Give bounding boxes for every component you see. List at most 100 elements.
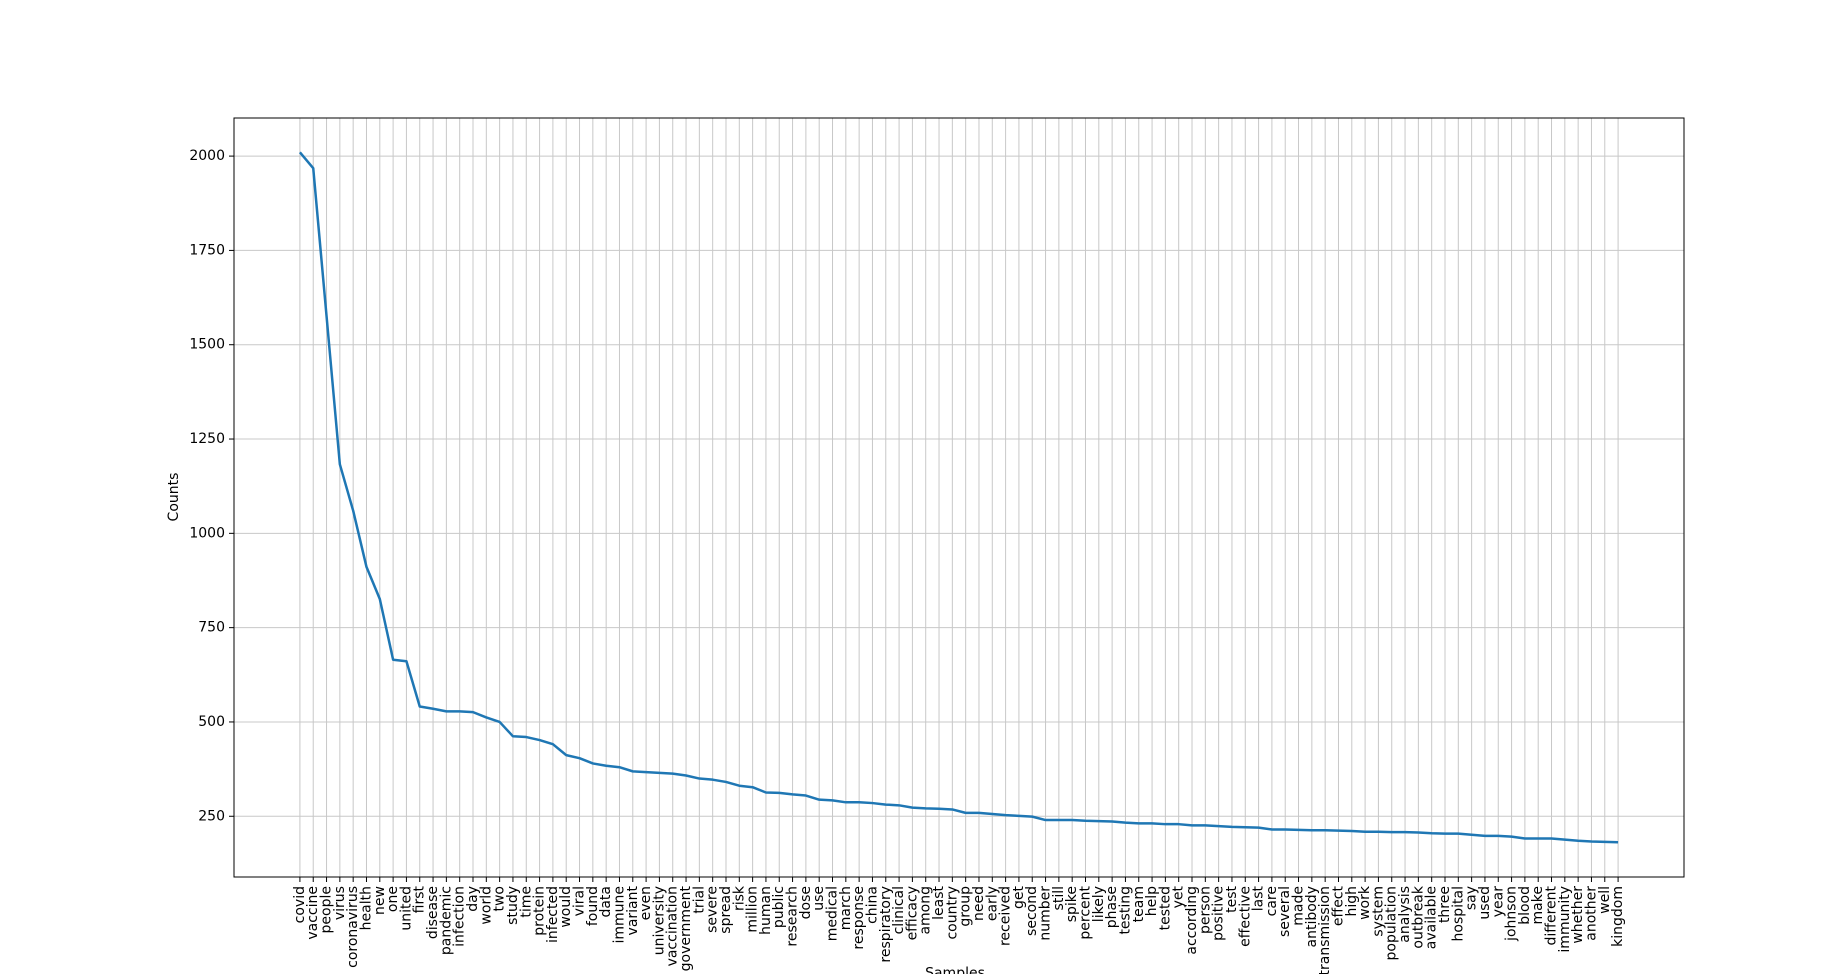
x-tick-label: disease xyxy=(425,886,441,939)
x-tick-label: infected xyxy=(545,886,561,943)
x-tick-label: used xyxy=(1477,886,1493,920)
x-tick-label: use xyxy=(811,886,827,911)
x-tick-label: united xyxy=(398,886,414,931)
x-tick-label: get xyxy=(1011,886,1027,910)
x-tick-label: made xyxy=(1291,886,1307,926)
x-tick-label: among xyxy=(918,886,934,935)
x-axis-label: Samples xyxy=(925,966,985,974)
x-tick-label: day xyxy=(465,886,481,912)
x-tick-label: public xyxy=(771,886,787,928)
x-tick-label: first xyxy=(412,885,428,913)
x-tick-label: would xyxy=(558,886,574,928)
x-tick-label: group xyxy=(958,886,974,927)
x-tick-label: year xyxy=(1490,886,1506,917)
x-tick-label: say xyxy=(1464,886,1480,910)
x-tick-label: person xyxy=(1197,886,1213,934)
x-tick-label: severe xyxy=(705,886,721,933)
x-tick-label: people xyxy=(319,886,335,933)
x-tick-label: effective xyxy=(1237,886,1253,947)
x-tick-label: another xyxy=(1583,886,1599,941)
x-tick-label: three xyxy=(1437,886,1453,923)
y-tick-label: 1250 xyxy=(189,431,225,447)
y-tick-label: 1750 xyxy=(189,242,225,258)
x-tick-label: spike xyxy=(1064,886,1080,922)
x-tick-label: medical xyxy=(825,886,841,941)
x-tick-label: blood xyxy=(1517,886,1533,925)
x-tick-label: coronavirus xyxy=(345,886,361,968)
x-tick-label: effect xyxy=(1330,885,1346,926)
x-tick-label: outbreak xyxy=(1410,885,1426,948)
x-tick-label: testing xyxy=(1117,886,1133,935)
x-tick-label: university xyxy=(651,886,667,955)
y-axis-label: Counts xyxy=(166,473,182,522)
x-tick-label: covid xyxy=(292,886,308,923)
x-tick-label: according xyxy=(1184,886,1200,955)
x-tick-label: world xyxy=(478,886,494,925)
y-tick-label: 1000 xyxy=(189,525,225,541)
x-tick-label: efficacy xyxy=(904,886,920,940)
x-tick-label: second xyxy=(1024,886,1040,936)
x-tick-label: yet xyxy=(1171,885,1187,908)
x-tick-label: one xyxy=(385,886,401,912)
x-tick-label: response xyxy=(851,886,867,950)
x-tick-label: analysis xyxy=(1397,886,1413,943)
x-tick-label: johnson xyxy=(1504,886,1520,942)
x-tick-label: march xyxy=(838,886,854,930)
x-tick-label: even xyxy=(638,886,654,920)
x-tick-label: clinical xyxy=(891,886,907,934)
x-tick-label: least xyxy=(931,885,947,919)
x-tick-label: respiratory xyxy=(878,886,894,963)
x-tick-label: kingdom xyxy=(1610,886,1626,947)
x-tick-label: early xyxy=(984,886,1000,921)
x-tick-label: system xyxy=(1370,886,1386,937)
x-tick-label: immune xyxy=(611,886,627,944)
x-tick-label: received xyxy=(998,886,1014,946)
x-tick-label: whether xyxy=(1570,886,1586,944)
x-tick-label: percent xyxy=(1077,885,1093,939)
x-tick-label: hospital xyxy=(1450,886,1466,941)
y-tick-label: 500 xyxy=(198,714,225,730)
x-tick-label: new xyxy=(372,886,388,915)
x-tick-label: human xyxy=(758,886,774,935)
x-tick-label: help xyxy=(1144,886,1160,916)
x-tick-label: positive xyxy=(1211,886,1227,941)
x-tick-label: high xyxy=(1344,886,1360,917)
x-tick-label: available xyxy=(1424,886,1440,949)
x-tick-label: variant xyxy=(625,885,641,935)
x-tick-label: different xyxy=(1544,885,1560,945)
x-tick-label: study xyxy=(505,886,521,925)
data-line xyxy=(298,151,1619,844)
x-tick-label: two xyxy=(492,886,508,912)
x-tick-label: well xyxy=(1597,886,1613,914)
y-tick-label: 1500 xyxy=(189,337,225,353)
x-tick-label: pandemic xyxy=(438,886,454,955)
x-tick-label: likely xyxy=(1091,886,1107,922)
x-tick-label: viral xyxy=(572,886,588,916)
x-tick-label: work xyxy=(1357,885,1373,920)
x-tick-label: health xyxy=(358,886,374,930)
x-tick-label: virus xyxy=(332,886,348,920)
x-tick-label: found xyxy=(585,886,601,926)
x-tick-label: several xyxy=(1277,886,1293,937)
y-tick-label: 250 xyxy=(198,808,225,824)
plot-frame xyxy=(233,117,1685,878)
x-tick-label: trial xyxy=(691,886,707,914)
x-tick-label: time xyxy=(518,886,534,918)
x-tick-label: last xyxy=(1251,886,1267,912)
x-tick-label: dose xyxy=(798,886,814,919)
x-tick-label: antibody xyxy=(1304,886,1320,947)
x-tick-label: million xyxy=(745,886,761,933)
x-tick-label: immunity xyxy=(1557,886,1573,953)
x-tick-label: china xyxy=(864,886,880,924)
y-tick-label: 750 xyxy=(198,620,225,636)
x-tick-label: government xyxy=(678,886,694,972)
x-tick-label: test xyxy=(1224,885,1240,912)
x-tick-label: phase xyxy=(1104,886,1120,928)
x-tick-label: protein xyxy=(532,886,548,936)
x-tick-label: still xyxy=(1051,886,1067,910)
x-tick-label: vaccination xyxy=(665,886,681,966)
x-tick-label: data xyxy=(598,886,614,918)
x-tick-label: country xyxy=(944,886,960,940)
